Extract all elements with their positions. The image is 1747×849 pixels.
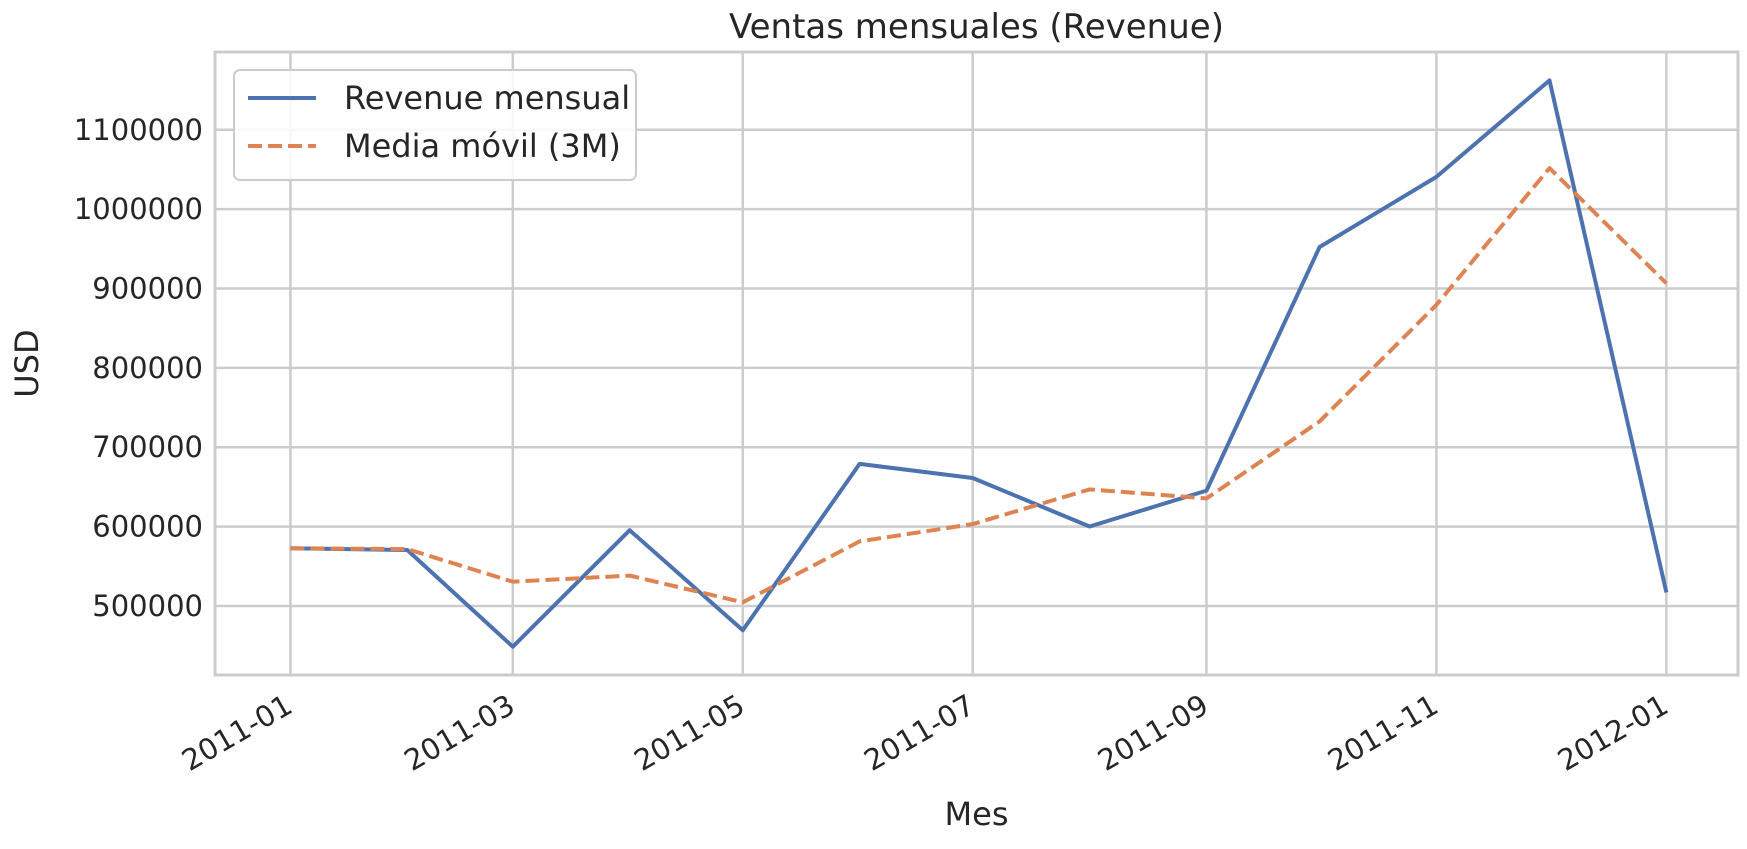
y-tick-label: 1100000: [74, 113, 203, 147]
x-tick-label: 2011-03: [398, 688, 520, 778]
plot-frame: [213, 50, 1740, 677]
y-tick-label: 500000: [92, 589, 203, 623]
legend-label-1: Revenue mensual: [344, 79, 630, 117]
legend: Revenue mensual Media móvil (3M): [233, 69, 637, 181]
y-axis-label: USD: [8, 329, 46, 397]
legend-box: [233, 69, 637, 181]
y-tick-label: 600000: [92, 510, 203, 544]
x-tick-label: 2011-01: [176, 688, 298, 778]
y-tick-labels: 500000 600000 700000 800000 900000 1000000 110…: [74, 113, 203, 623]
legend-label-2: Media móvil (3M): [344, 127, 621, 165]
chart-title: Ventas mensuales (Revenue): [729, 7, 1224, 47]
y-tick-label: 700000: [92, 430, 203, 464]
x-tick-label: 2012-01: [1552, 688, 1674, 778]
series-line-2: [290, 166, 1668, 605]
x-tick-label: 2011-09: [1092, 688, 1214, 778]
x-axis-label: Mes: [945, 795, 1009, 833]
x-tick-label: 2011-07: [858, 688, 980, 778]
grid: [215, 52, 1738, 675]
y-tick-label: 1000000: [74, 192, 203, 226]
series-lines: [290, 78, 1669, 649]
x-tick-labels: 2011-01 2011-03 2011-05 2011-07 2011-09 2011-…: [176, 688, 1674, 778]
x-tick-label: 2011-05: [628, 688, 750, 778]
y-tick-label: 800000: [92, 351, 203, 385]
y-tick-label: 900000: [92, 272, 203, 306]
series-line-1: [290, 78, 1669, 649]
x-tick-label: 2011-11: [1322, 688, 1444, 778]
